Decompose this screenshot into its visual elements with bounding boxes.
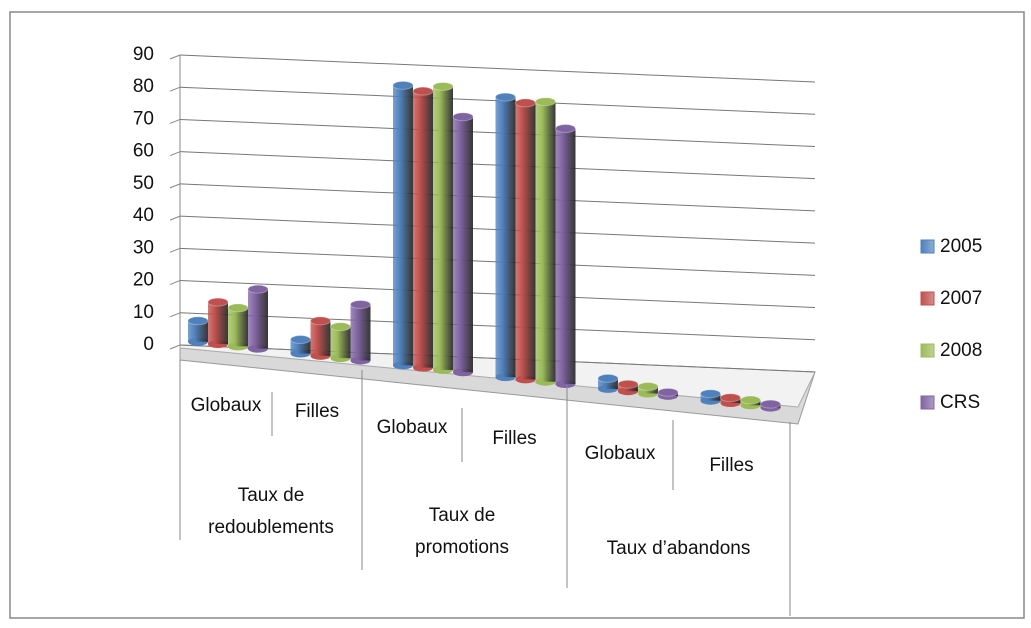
legend-swatch — [920, 343, 935, 358]
bar-top — [350, 299, 371, 309]
legend-label: 2007 — [940, 288, 982, 309]
legend-swatch — [920, 395, 935, 410]
legend-label: 2005 — [940, 236, 982, 257]
bar — [228, 307, 248, 347]
y-tick-label: 10 — [133, 302, 154, 323]
bar-top — [495, 92, 516, 102]
category-label: Filles — [709, 455, 754, 476]
bar — [453, 116, 473, 373]
bar — [350, 304, 371, 361]
bar-top — [760, 399, 781, 409]
bar — [310, 320, 331, 356]
bar-top — [412, 86, 434, 96]
bar-top — [720, 393, 741, 403]
bar-top — [700, 389, 721, 399]
y-tick-mark — [169, 312, 181, 318]
category-label: Filles — [492, 428, 537, 449]
category-label: Globaux — [584, 443, 656, 464]
bar-top — [617, 379, 639, 389]
bar-top — [290, 335, 311, 345]
category-group-label: Taux de redoublements — [208, 485, 334, 538]
y-tick-label: 40 — [133, 205, 154, 226]
y-tick-label: 80 — [133, 76, 154, 97]
bar-top — [310, 316, 331, 326]
bar-top — [432, 81, 454, 91]
bar-top — [227, 303, 249, 313]
bar-top — [392, 80, 414, 90]
legend-swatch — [920, 291, 935, 306]
legend-label: CRS — [940, 392, 980, 413]
y-tick-mark — [169, 151, 181, 157]
bar — [208, 302, 228, 345]
y-tick-mark — [169, 215, 181, 221]
category-label: Globaux — [376, 417, 448, 438]
bar-top — [247, 284, 269, 294]
y-tick-label: 50 — [133, 173, 154, 194]
bar-top — [452, 112, 474, 122]
bar — [515, 102, 536, 380]
bar-top — [555, 124, 576, 134]
category-group-label: Taux de promotions — [415, 505, 509, 558]
bar-top — [515, 98, 536, 108]
bar — [555, 128, 576, 385]
bar — [413, 91, 433, 368]
bar — [330, 326, 351, 359]
y-tick-mark — [169, 118, 181, 124]
y-tick-mark — [169, 86, 181, 92]
y-tick-mark — [169, 183, 181, 189]
bar — [495, 97, 516, 378]
bar-top — [207, 297, 229, 307]
category-label: Filles — [294, 401, 340, 422]
y-tick-mark — [169, 344, 181, 350]
y-tick-label: 0 — [143, 334, 154, 355]
y-tick-mark — [169, 247, 181, 253]
y-tick-label: 70 — [133, 108, 154, 129]
y-tick-label: 60 — [133, 141, 154, 162]
legend-swatch — [920, 239, 935, 254]
y-tick-mark — [169, 54, 181, 60]
bar — [248, 289, 268, 349]
legend-label: 2008 — [940, 340, 982, 361]
category-group-label: Taux d’abandons — [606, 538, 751, 559]
y-tick-label: 20 — [133, 270, 154, 291]
bar — [535, 101, 556, 382]
bar-top — [535, 97, 556, 107]
y-tick-label: 90 — [133, 44, 154, 65]
bar-top — [657, 387, 679, 397]
bar-top — [597, 373, 619, 383]
bar — [598, 378, 618, 389]
bar — [188, 320, 208, 342]
y-tick-mark — [169, 280, 181, 286]
category-label: Globaux — [190, 395, 262, 416]
bar-top — [740, 395, 761, 405]
bar — [433, 86, 453, 370]
bar — [290, 339, 311, 354]
bar-top — [187, 316, 209, 326]
frame — [9, 11, 1025, 619]
bar — [393, 85, 413, 366]
y-tick-label: 30 — [133, 237, 154, 258]
bar-top — [637, 382, 659, 392]
bar-top — [330, 322, 351, 332]
grid-line — [179, 54, 816, 83]
